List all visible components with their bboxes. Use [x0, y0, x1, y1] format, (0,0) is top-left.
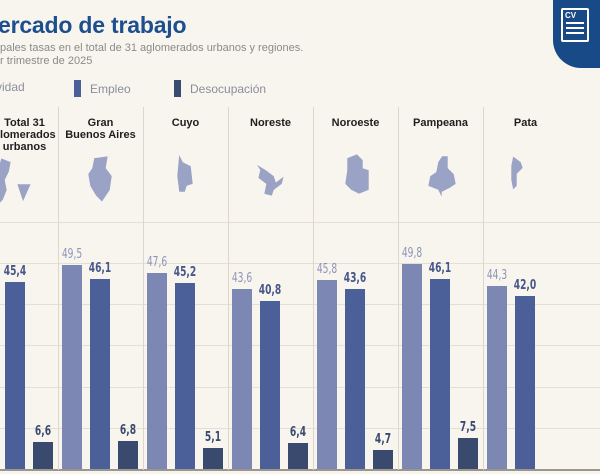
- region-name-line: Total 31: [4, 117, 45, 129]
- cv-document-icon: [561, 8, 589, 42]
- bar-desocupación: [288, 442, 308, 469]
- region-map-icon: [510, 155, 524, 191]
- region-name: Cuyo: [143, 117, 228, 129]
- data-label: 4,7: [374, 431, 392, 447]
- region-name: Noreste: [228, 117, 313, 129]
- bar-empleo: [260, 300, 280, 469]
- data-label: 45,8: [316, 262, 338, 278]
- group-separator: [398, 107, 399, 470]
- data-label: 7,5: [459, 420, 477, 436]
- bar-vidad: [317, 280, 337, 469]
- data-label: 42,0: [513, 277, 537, 293]
- region-map-5: [398, 150, 483, 210]
- region-name-line: Gran: [87, 117, 114, 129]
- data-label: 49,8: [401, 245, 423, 261]
- data-label: 43,6: [231, 271, 253, 287]
- region-map-0: [0, 150, 58, 210]
- page-title: ercado de trabajo: [0, 12, 187, 38]
- data-label: 45,2: [173, 264, 197, 280]
- legend-item-actividad: vidad: [0, 80, 25, 94]
- region-name-line: Cuyo: [171, 117, 200, 129]
- data-label: 6,6: [34, 423, 52, 439]
- bar-desocupación: [203, 447, 223, 469]
- gridline: [0, 304, 600, 306]
- bar-vidad: [232, 289, 252, 469]
- bar-desocupación: [118, 440, 138, 469]
- data-label: 44,3: [486, 268, 508, 284]
- gridline: [0, 345, 600, 347]
- data-label: 6,4: [289, 424, 307, 440]
- group-separator: [228, 107, 229, 470]
- bar-desocupación: [373, 449, 393, 469]
- region-map-3: [228, 150, 313, 210]
- region-name-line: Buenos Aires: [65, 129, 136, 141]
- bar-vidad: [402, 263, 422, 469]
- group-separator: [483, 107, 484, 470]
- subtitle-line-2: r trimestre de 2025: [0, 55, 93, 67]
- region-map-icon: [87, 155, 113, 203]
- data-label: 45,4: [3, 263, 27, 279]
- data-label: 46,1: [88, 261, 112, 277]
- brand-logo: CV: [553, 0, 600, 68]
- region-map-4: [313, 150, 398, 210]
- bar-vidad: [62, 265, 82, 469]
- subtitle-line-1: pales tasas en el total de 31 aglomerado…: [0, 42, 304, 54]
- region-map-icon: [255, 163, 285, 197]
- bar-desocupación: [458, 438, 478, 469]
- region-map-1: [58, 150, 143, 210]
- data-label: 46,1: [428, 261, 452, 277]
- legend-swatch: [174, 80, 181, 97]
- data-label: 40,8: [258, 282, 282, 298]
- region-name: Total 31glomeradosurbanos: [0, 117, 67, 153]
- region-map-icon: [427, 155, 457, 199]
- data-label: 47,6: [146, 254, 168, 270]
- legend-swatch: [74, 80, 81, 97]
- region-name-line: Pampeana: [412, 117, 469, 129]
- region-name: Noroeste: [313, 117, 398, 129]
- gridline: [0, 427, 600, 429]
- legend-label: vidad: [0, 80, 25, 94]
- legend-label: Desocupación: [190, 81, 267, 96]
- region-name-line: glomerados: [0, 129, 56, 141]
- data-label: 43,6: [343, 271, 367, 287]
- region-name-line: urbanos: [2, 141, 47, 153]
- group-separator: [58, 107, 59, 470]
- legend-item-desocupacion: Desocupación: [174, 80, 266, 97]
- bar-empleo: [430, 279, 450, 469]
- region-map-6: [483, 150, 568, 210]
- bar-empleo: [515, 295, 535, 469]
- bar-vidad: [487, 286, 507, 469]
- region-map-icon: [344, 153, 370, 195]
- region-name: Pampeana: [398, 117, 483, 129]
- gridline: [0, 222, 600, 223]
- data-label: 6,8: [119, 422, 137, 438]
- legend-item-empleo: Empleo: [74, 80, 131, 97]
- region-name-line: Noreste: [250, 117, 291, 129]
- bar-empleo: [345, 289, 365, 469]
- bar-vidad: [147, 272, 167, 469]
- region-map-2: [143, 150, 228, 210]
- group-separator: [143, 107, 144, 470]
- bar-desocupación: [33, 441, 53, 469]
- gridline: [0, 386, 600, 388]
- region-name: Pata: [483, 117, 568, 129]
- gridline: [0, 263, 600, 264]
- bar-empleo: [5, 281, 25, 469]
- legend-label: Empleo: [90, 81, 131, 96]
- logo-text: CV: [565, 11, 577, 20]
- region-name: Gran Buenos Aires: [58, 117, 143, 141]
- region-name-line: Noroeste: [331, 117, 380, 129]
- bar-empleo: [175, 282, 195, 469]
- region-map-icon: [0, 157, 32, 204]
- region-name-line: Pata: [513, 117, 538, 129]
- data-label: 5,1: [204, 429, 222, 445]
- data-label: 49,5: [61, 247, 83, 263]
- bar-empleo: [90, 279, 110, 469]
- baseline: [0, 469, 600, 471]
- region-map-icon: [176, 152, 194, 193]
- group-separator: [313, 107, 314, 470]
